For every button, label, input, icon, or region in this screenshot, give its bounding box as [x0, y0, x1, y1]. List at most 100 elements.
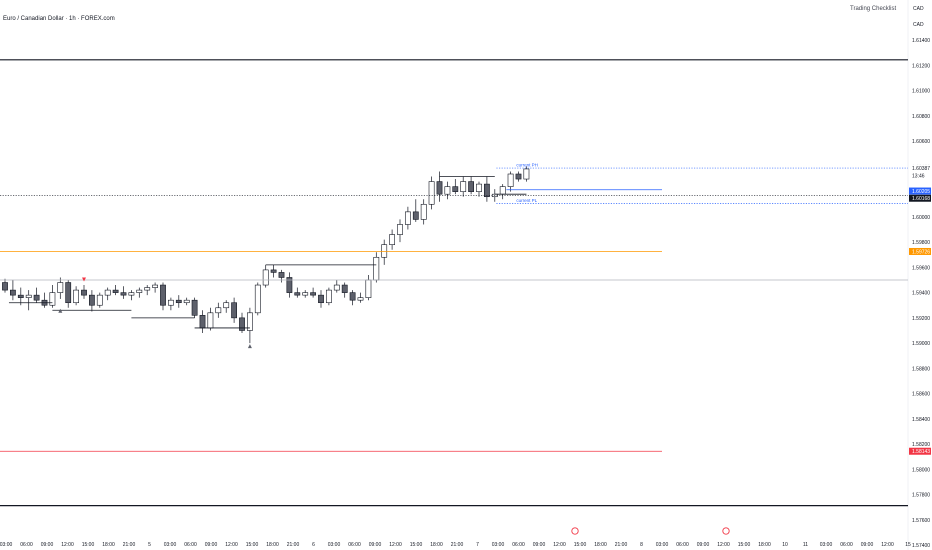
- x-tick-label: 12:00: [225, 542, 238, 548]
- currency-label-top[interactable]: CAD: [913, 6, 924, 12]
- y-tick-label: 1.58800: [912, 366, 930, 372]
- candle-body[interactable]: [65, 282, 72, 304]
- candle-body[interactable]: [310, 292, 316, 296]
- candle-body[interactable]: [381, 244, 388, 258]
- x-tick-label: 12:00: [553, 542, 566, 548]
- x-tick-label: 06:00: [184, 542, 197, 548]
- price-label-badge: [909, 172, 931, 180]
- candle-body[interactable]: [499, 186, 506, 195]
- x-tick-label: 5: [148, 542, 151, 548]
- y-tick-label: 1.61400: [912, 38, 930, 44]
- candle-body[interactable]: [207, 312, 214, 329]
- price-label-badge: [909, 194, 931, 202]
- candle-body[interactable]: [436, 181, 443, 195]
- x-tick-label: 09:00: [205, 542, 218, 548]
- y-tick-label: 1.60600: [912, 139, 930, 145]
- candle-body[interactable]: [215, 307, 222, 314]
- candle-body[interactable]: [136, 289, 143, 293]
- candle-body[interactable]: [17, 294, 24, 298]
- candle-body[interactable]: [33, 294, 40, 301]
- candle-body[interactable]: [294, 292, 301, 296]
- candle-body[interactable]: [10, 289, 16, 296]
- candle-body[interactable]: [468, 181, 474, 192]
- candle-body[interactable]: [507, 173, 514, 187]
- x-tick-label: 12:00: [61, 542, 74, 548]
- candle-body[interactable]: [318, 294, 324, 304]
- x-tick-label: 06:00: [840, 542, 853, 548]
- trading-checklist-button[interactable]: Trading Checklist: [850, 6, 897, 12]
- candle-body[interactable]: [357, 297, 364, 301]
- x-tick-label: 21:00: [123, 542, 136, 548]
- event-icon[interactable]: [722, 527, 730, 535]
- x-tick-label: 15: [905, 542, 911, 548]
- candle-body[interactable]: [199, 315, 206, 329]
- x-tick-label: 15:00: [246, 542, 259, 548]
- candle-body[interactable]: [89, 294, 95, 306]
- candle-body[interactable]: [341, 284, 348, 293]
- candle-body[interactable]: [120, 292, 127, 296]
- candle-body[interactable]: [144, 287, 151, 291]
- candle-body[interactable]: [278, 272, 285, 278]
- candle-body[interactable]: [104, 289, 111, 296]
- candle-body[interactable]: [476, 183, 482, 192]
- candle-body[interactable]: [365, 279, 372, 298]
- candle-body[interactable]: [231, 302, 237, 319]
- candle-body[interactable]: [223, 302, 230, 309]
- event-icon[interactable]: [571, 527, 579, 535]
- candle-body[interactable]: [483, 183, 490, 198]
- candle-body[interactable]: [412, 211, 419, 220]
- x-tick-label: 06:00: [512, 542, 525, 548]
- candle-body[interactable]: [96, 294, 103, 306]
- y-tick-label: 1.58200: [912, 442, 930, 448]
- candle-body[interactable]: [160, 284, 166, 306]
- price-label-badge: [909, 447, 931, 455]
- x-tick-label: 09:00: [369, 542, 382, 548]
- candle-body[interactable]: [515, 173, 522, 180]
- candle-body[interactable]: [49, 292, 56, 306]
- candle-body[interactable]: [404, 211, 411, 225]
- candle-body[interactable]: [444, 186, 451, 195]
- candle-body[interactable]: [389, 234, 395, 245]
- candle-body[interactable]: [302, 292, 309, 296]
- candle-body[interactable]: [428, 181, 435, 205]
- candle-body[interactable]: [239, 317, 245, 331]
- candle-body[interactable]: [420, 203, 427, 220]
- x-tick-label: 06:00: [348, 542, 361, 548]
- candle-body[interactable]: [175, 299, 182, 304]
- candle-body[interactable]: [349, 292, 356, 301]
- candle-body[interactable]: [286, 277, 293, 293]
- x-tick-label: 09:00: [861, 542, 874, 548]
- x-tick-label: 03:00: [328, 542, 341, 548]
- candle-body[interactable]: [270, 269, 277, 273]
- candle-body[interactable]: [247, 312, 253, 331]
- x-tick-label: 12:00: [389, 542, 402, 548]
- candle-body[interactable]: [254, 284, 261, 314]
- candle-body[interactable]: [81, 289, 87, 296]
- y-tick-label: 1.59000: [912, 341, 930, 347]
- candle-body[interactable]: [191, 299, 198, 316]
- candle-body[interactable]: [25, 294, 32, 298]
- y-tick-label: 1.57600: [912, 518, 930, 524]
- candle-body[interactable]: [373, 256, 380, 281]
- candle-body[interactable]: [325, 289, 332, 304]
- y-tick-label: 1.60000: [912, 215, 930, 221]
- candle-body[interactable]: [262, 269, 269, 286]
- candle-body[interactable]: [183, 299, 190, 304]
- candle-body[interactable]: [523, 168, 530, 180]
- candle-body[interactable]: [2, 282, 8, 291]
- y-tick-label: 1.59400: [912, 291, 930, 297]
- candle-body[interactable]: [128, 292, 135, 296]
- x-tick-label: 21:00: [451, 542, 464, 548]
- candle-body[interactable]: [152, 284, 158, 288]
- candle-body[interactable]: [452, 186, 459, 192]
- candle-body[interactable]: [397, 224, 403, 235]
- candle-body[interactable]: [112, 289, 119, 293]
- candle-body[interactable]: [333, 284, 340, 291]
- candle-body[interactable]: [460, 181, 467, 192]
- candle-body[interactable]: [73, 289, 79, 304]
- price-label-text: 1.60387: [912, 166, 930, 172]
- x-tick-label: 15:00: [82, 542, 95, 548]
- candle-body[interactable]: [57, 282, 64, 293]
- candle-body[interactable]: [168, 299, 174, 306]
